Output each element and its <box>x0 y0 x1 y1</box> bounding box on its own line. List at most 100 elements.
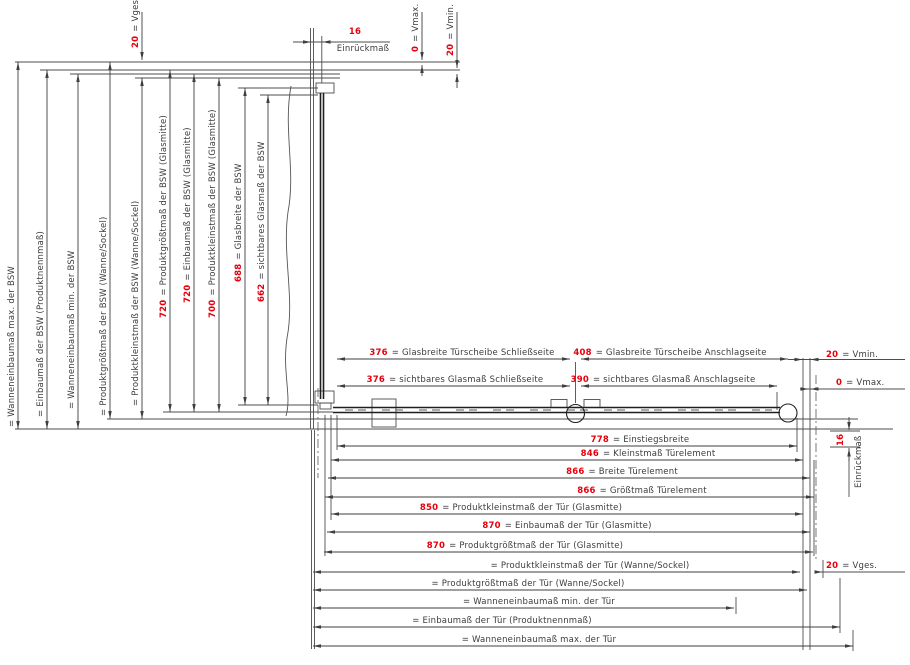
top-dim-einrueckmass-value: 16 <box>337 27 377 37</box>
bottom-dim-label-9: = Produktgrößtmaß der Tür (Wanne/Sockel) <box>378 579 678 589</box>
left-dim-label-9: 688 = Glasbreite der BSW <box>234 163 244 282</box>
dim-text: = Produktgrößtmaß der BSW (Wanne/Sockel) <box>99 216 109 416</box>
dim-value: 390 <box>570 375 589 385</box>
bottom-dim-label-8: = Produktkleinstmaß der Tür (Wanne/Socke… <box>440 561 740 571</box>
dim-text: Einrückmaß <box>854 435 864 488</box>
dim-value: 0 <box>411 45 421 52</box>
top-dim-vmin: 20 = Vmin. <box>446 4 456 56</box>
left-dim-label-10: 662 = sichtbares Glasmaß der BSW <box>257 141 267 302</box>
right-dim-einrueckmass-value: 16 <box>836 430 846 446</box>
dim-value: 20 <box>826 350 839 360</box>
dim-text: = Einbaumaß der Tür (Glasmitte) <box>504 521 652 531</box>
dim-text: = Produktgrößtmaß der BSW (Glasmitte) <box>159 115 169 296</box>
dim-text: = Glasbreite Türscheibe Anschlagseite <box>595 348 767 358</box>
mid-dim-sichtbar-anschlagseite: 390 = sichtbares Glasmaß Anschlagseite <box>513 375 813 385</box>
dim-value: 700 <box>208 299 218 318</box>
bottom-dim-label-6: 870 = Einbaumaß der Tür (Glasmitte) <box>417 521 717 531</box>
left-dim-label-7: 720 = Einbaumaß der BSW (Glasmitte) <box>183 127 193 303</box>
dim-value: 850 <box>419 503 439 513</box>
rollers <box>565 403 798 424</box>
top-dim-vges: 20 = Vges. <box>131 0 141 48</box>
dim-text: = Einbaumaß der BSW (Glasmitte) <box>183 127 193 281</box>
mid-dim-vmax: 0 = Vmax. <box>836 378 884 388</box>
bottom-dim-label-12: = Wanneneinbaumaß max. der Tür <box>389 635 689 645</box>
dimension-lines <box>16 62 853 648</box>
bottom-dim-label-1: 778 = Einstiegsbreite <box>490 435 790 445</box>
centerlines <box>317 375 817 562</box>
dim-value: 16 <box>836 433 846 446</box>
left-dim-label-3: = Wanneneinbaumaß min. der BSW <box>67 250 77 409</box>
left-dim-label-5: = Produktkleinstmaß der BSW (Wanne/Socke… <box>131 201 141 406</box>
dim-value: 870 <box>482 521 501 531</box>
mid-dim-glasbreite-schliessseite: 376 = Glasbreite Türscheibe Schließseite <box>312 348 612 358</box>
break-line <box>285 85 292 417</box>
dim-text: = Produktgrößtmaß der Tür (Wanne/Sockel) <box>431 579 625 589</box>
left-dim-label-8: 700 = Produktkleinstmaß der BSW (Glasmitt… <box>208 109 218 318</box>
mid-dim-sichtbar-schliessseite: 376 = sichtbares Glasmaß Schließseite <box>305 375 605 385</box>
dim-text: = Vmin. <box>446 3 456 40</box>
bottom-dim-label-11: = Einbaumaß der Tür (Produktnennmaß) <box>352 616 652 626</box>
dim-text: = Vges. <box>842 561 878 571</box>
dim-text: = sichtbares Glasmaß der BSW <box>257 141 267 280</box>
dim-text: = Vmax. <box>411 3 421 42</box>
bottom-dim-label-7: 870 = Produktgrößtmaß der Tür (Glasmitte) <box>375 541 675 551</box>
dim-text: = Produktkleinstmaß der BSW (Glasmitte) <box>208 109 218 296</box>
dim-text: = Produktkleinstmaß der Tür (Wanne/Socke… <box>490 561 690 571</box>
glass-panel-and-rail <box>319 93 780 414</box>
dim-text: = Wanneneinbaumaß min. der BSW <box>67 250 77 409</box>
left-dim-label-6: 720 = Produktgrößtmaß der BSW (Glasmitte) <box>159 115 169 318</box>
dim-text: = Einbaumaß der BSW (Produktnennmaß) <box>36 230 46 417</box>
dim-text: = sichtbares Glasmaß Schließseite <box>388 375 544 385</box>
dim-text: = Produktgrößtmaß der Tür (Glasmitte) <box>449 541 624 551</box>
dim-value: 20 <box>131 35 141 48</box>
dim-value: 866 <box>577 486 596 496</box>
dim-value: 720 <box>183 284 193 303</box>
dim-value: 720 <box>159 299 169 318</box>
mid-dim-vmin: 20 = Vmin. <box>826 350 878 360</box>
dim-text: = Kleinstmaß Türelement <box>602 449 716 459</box>
bottom-dim-label-10: = Wanneneinbaumaß min. der Tür <box>389 597 689 607</box>
bottom-dim-label-3: 866 = Breite Türelement <box>472 467 772 477</box>
left-dim-label-1: = Wanneneinbaumaß max. der BSW <box>7 266 17 427</box>
dim-text: = Glasbreite Türscheibe Schließseite <box>391 348 555 358</box>
bottom-dim-label-2: 846 = Kleinstmaß Türelement <box>498 449 798 459</box>
dim-text: = Produktkleinstmaß der BSW (Wanne/Socke… <box>131 200 141 406</box>
right-dim-einrueckmass-label: Einrückmaß <box>854 436 864 488</box>
leader-arrows <box>140 12 851 574</box>
dim-text: = Vges. <box>131 0 141 32</box>
dim-text: Einrückmaß <box>336 44 390 54</box>
dim-value: 846 <box>580 449 599 459</box>
dim-value: 0 <box>836 378 843 388</box>
dim-text: = Wanneneinbaumaß max. der Tür <box>461 635 617 645</box>
dim-text: = Einbaumaß der Tür (Produktnennmaß) <box>412 616 592 626</box>
dim-value: 408 <box>573 348 592 358</box>
dim-value: 688 <box>234 263 244 282</box>
dim-value: 16 <box>348 27 362 37</box>
dim-text: = Vmax. <box>846 378 885 388</box>
dim-text: = Wanneneinbaumaß max. der BSW <box>7 265 17 427</box>
dim-text: = Produktkleinstmaß der Tür (Glasmitte) <box>442 503 623 513</box>
dim-value: 20 <box>826 561 839 571</box>
dim-text: = sichtbares Glasmaß Anschlagseite <box>592 375 756 385</box>
dim-value: 778 <box>590 435 609 445</box>
extension-lines <box>15 28 905 651</box>
dim-value: 376 <box>369 348 388 358</box>
bottom-dim-label-5: 850 = Produktkleinstmaß der Tür (Glasmitt… <box>371 503 671 513</box>
dim-value: 662 <box>257 283 267 302</box>
bottom-dim-label-4: 866 = Größtmaß Türelement <box>492 486 792 496</box>
dim-text: = Größtmaß Türelement <box>599 486 707 496</box>
dim-text: = Wanneneinbaumaß min. der Tür <box>463 597 615 607</box>
top-dim-vmax: 0 = Vmax. <box>411 4 421 52</box>
dim-value: 376 <box>366 375 385 385</box>
left-dim-label-2: = Einbaumaß der BSW (Produktnennmaß) <box>36 231 46 417</box>
dim-text: = Breite Türelement <box>588 467 678 477</box>
dim-value: 870 <box>426 541 446 551</box>
dim-value: 866 <box>566 467 585 477</box>
dim-value: 20 <box>446 43 456 56</box>
top-dim-einrueckmass-label: Einrückmaß <box>323 44 403 54</box>
mid-dim-glasbreite-anschlagseite: 408 = Glasbreite Türscheibe Anschlagseite <box>520 348 820 358</box>
left-dim-label-4: = Produktgrößtmaß der BSW (Wanne/Sockel) <box>99 216 109 416</box>
right-dim-vges: 20 = Vges. <box>826 561 877 571</box>
